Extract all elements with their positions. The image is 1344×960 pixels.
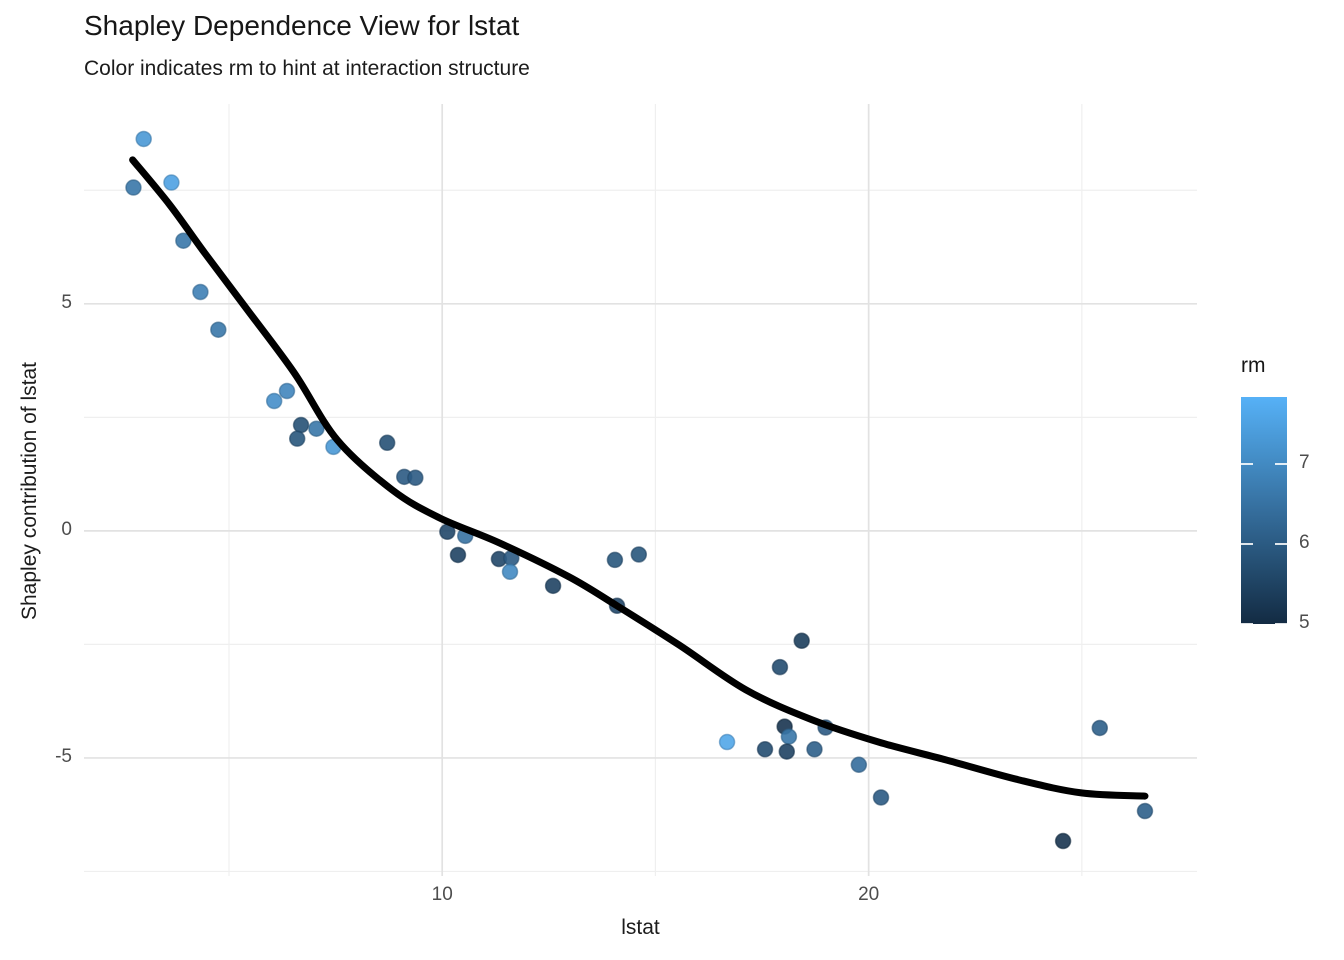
legend-tick-mark [1241,462,1253,465]
legend-tick-mark [1275,542,1287,545]
x-tick-label: 20 [858,884,880,905]
plot-subtitle: Color indicates rm to hint at interactio… [84,57,530,80]
data-point [1091,719,1109,737]
data-point [407,469,424,486]
legend-tick-mark [1241,623,1253,625]
data-point [630,546,648,563]
data-point [278,382,296,400]
data-point [780,728,798,745]
y-tick-label: -5 [55,745,72,767]
data-point [265,392,283,410]
data-point [163,174,180,191]
data-point [501,563,519,580]
data-point [778,743,796,760]
data-point [850,756,868,773]
data-point [288,430,306,447]
smooth-curve [129,156,1149,800]
data-point [1136,802,1154,820]
data-point [192,283,209,301]
legend-tick-mark [1275,623,1287,625]
data-point [771,658,789,676]
data-point [718,733,736,751]
y-tick-label: 5 [61,291,72,313]
legend-tick-label: 7 [1299,451,1310,473]
data-point [793,632,810,650]
legend-tick-label: 5 [1299,612,1310,633]
plot-title: Shapley Dependence View for lstat [84,10,520,41]
legend-tick-label: 6 [1299,531,1310,553]
data-point [292,416,310,434]
data-point [135,130,152,148]
y-tick-label: 0 [61,518,72,540]
data-point [606,551,624,569]
data-point [175,232,192,249]
data-point [806,741,823,758]
data-point [872,789,890,806]
y-axis-title: Shapley contribution of lstat [18,362,41,620]
data-point [449,546,467,564]
legend-tick-mark [1241,542,1253,545]
legend-gradient-bar [1241,397,1287,624]
legend-title: rm [1241,354,1266,377]
x-tick-label: 10 [431,884,453,905]
x-axis-title: lstat [621,916,660,939]
data-point [308,420,325,437]
data-point [125,179,142,196]
legend-tick-mark [1275,462,1287,465]
data-point [756,741,774,758]
data-point [378,434,396,452]
data-point [544,577,562,595]
data-point [210,321,227,338]
data-point [1054,832,1072,850]
